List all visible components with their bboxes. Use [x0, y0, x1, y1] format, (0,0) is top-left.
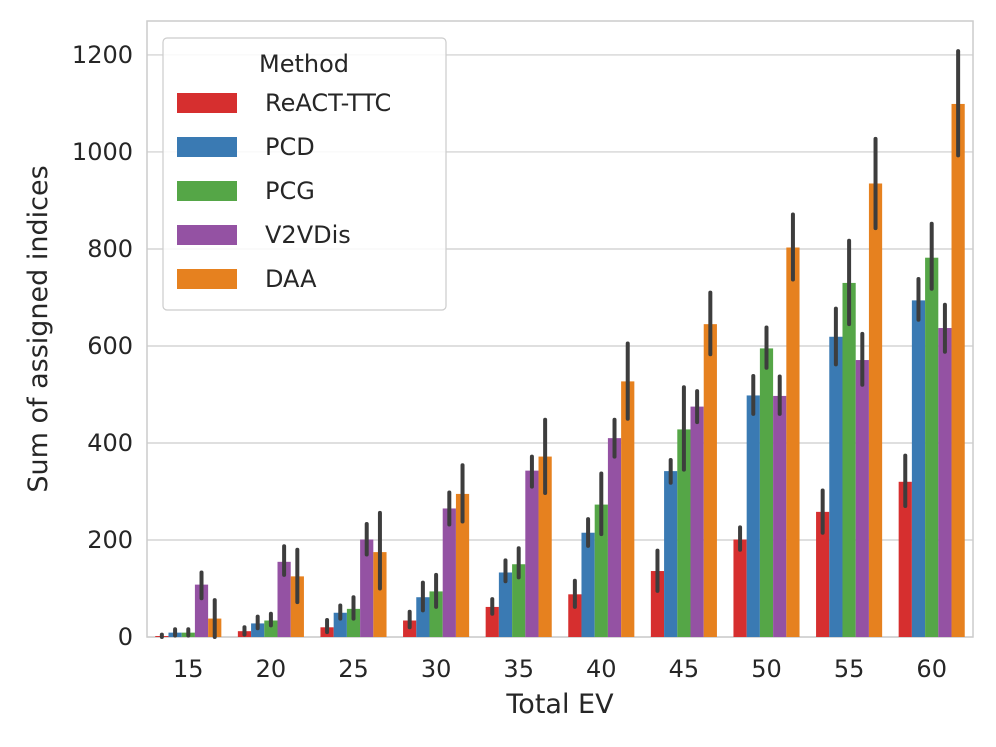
bar-pcd-40	[581, 532, 595, 637]
y-axis-ticks: 0 200 400 600 800 1000 1200	[72, 41, 133, 651]
bar-pcg-30	[429, 591, 443, 637]
bar-pcg-20	[264, 620, 278, 637]
bar-v2vdis-45	[690, 406, 704, 637]
y-tick-label: 400	[87, 429, 133, 457]
bar-pcd-45	[664, 471, 678, 637]
bar-pcd-50	[746, 395, 760, 637]
bar-v2vdis-40	[607, 438, 622, 637]
bar-daa-20	[290, 576, 304, 637]
bar-v2vdis-50	[773, 395, 787, 637]
legend-label: V2VDis	[265, 221, 351, 249]
legend-swatch	[177, 137, 237, 157]
bar-pcg-40	[594, 504, 608, 637]
bar-v2vdis-20	[277, 561, 291, 637]
bar-v2vdis-35	[525, 470, 539, 637]
bar-v2vdis-25	[360, 539, 374, 637]
x-tick-label: 45	[669, 655, 700, 683]
legend: Method ReACT-TTC PCD PCG V2VDis DAA	[162, 37, 447, 311]
bar-daa-35	[538, 456, 552, 637]
x-tick-label: 55	[834, 655, 865, 683]
y-tick-label: 0	[118, 623, 133, 651]
x-tick-label: 40	[586, 655, 617, 683]
bar-react-ttc-50	[733, 539, 747, 637]
bar-daa-55	[868, 183, 883, 637]
error-bars	[159, 49, 961, 639]
bar-react-ttc-60	[898, 481, 912, 637]
bar-v2vdis-30	[442, 508, 456, 637]
bar-pcd-25	[333, 612, 347, 637]
x-tick-label: 30	[421, 655, 452, 683]
legend-label: PCD	[265, 133, 315, 161]
bar-v2vdis-15	[194, 584, 209, 637]
bar-react-ttc-35	[485, 606, 499, 637]
x-tick-label: 25	[338, 655, 369, 683]
legend-swatch	[177, 269, 237, 289]
bar-pcg-50	[759, 348, 774, 637]
x-tick-label: 35	[503, 655, 534, 683]
y-tick-label: 1000	[72, 138, 133, 166]
legend-swatch	[177, 93, 237, 113]
bar-daa-60	[951, 103, 965, 638]
bar-daa-25	[373, 552, 387, 637]
bar-v2vdis-55	[855, 360, 869, 637]
bar-daa-50	[786, 247, 800, 638]
bar-pcg-25	[346, 608, 361, 637]
x-tick-label: 20	[256, 655, 287, 683]
x-axis-ticks: 15 20 25 30 35 40 45 50 55 60	[173, 655, 947, 683]
legend-label: DAA	[265, 265, 317, 293]
y-axis-title: Sum of assigned indices	[23, 165, 54, 492]
y-tick-label: 200	[87, 526, 133, 554]
legend-label: ReACT-TTC	[265, 89, 391, 117]
bar-pcd-55	[829, 336, 843, 637]
legend-swatch	[177, 225, 237, 245]
bar-pcg-45	[677, 429, 691, 637]
bar-daa-30	[455, 493, 470, 637]
x-tick-label: 50	[751, 655, 782, 683]
bar-pcd-35	[498, 572, 513, 637]
y-tick-label: 1200	[72, 41, 133, 69]
bar-daa-40	[621, 381, 635, 637]
bar-pcd-60	[911, 300, 926, 637]
y-tick-label: 600	[87, 332, 133, 360]
bar-react-ttc-45	[650, 571, 665, 637]
bar-pcd-30	[416, 597, 430, 637]
bar-daa-45	[703, 324, 717, 637]
legend-label: PCG	[265, 177, 315, 205]
x-tick-label: 15	[173, 655, 204, 683]
y-tick-label: 800	[87, 235, 133, 263]
x-tick-label: 60	[916, 655, 947, 683]
x-axis-title: Total EV	[505, 689, 614, 720]
bar-react-ttc-40	[568, 594, 582, 637]
legend-swatch	[177, 181, 237, 201]
bar-pcg-55	[842, 282, 856, 637]
bar-react-ttc-55	[816, 511, 830, 637]
legend-title: Method	[259, 50, 349, 78]
bar-pcg-35	[512, 564, 526, 637]
bar-pcg-60	[925, 257, 939, 637]
bar-v2vdis-60	[938, 328, 952, 637]
